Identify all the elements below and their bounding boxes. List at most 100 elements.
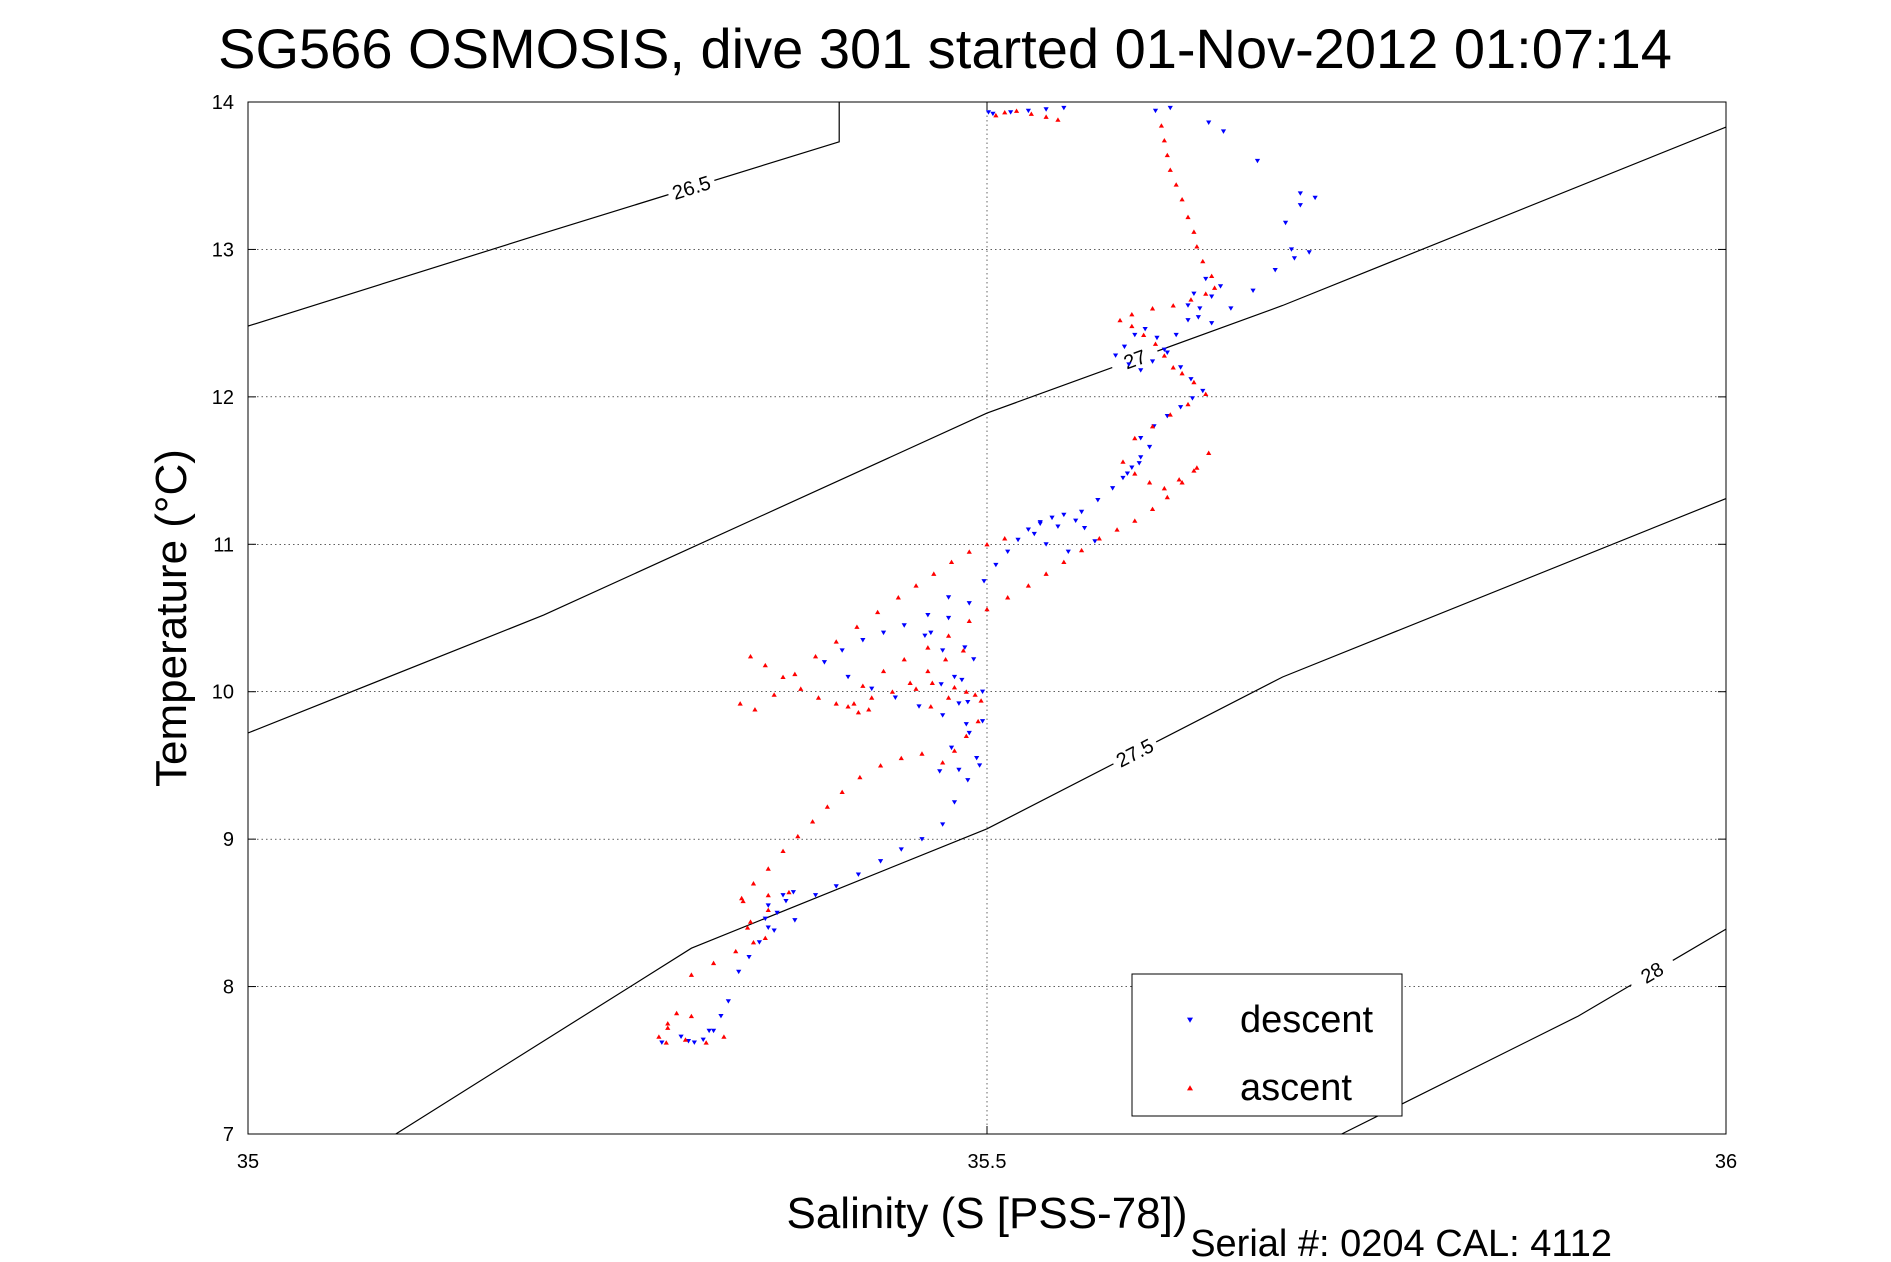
- descent-point: [725, 999, 731, 1004]
- ascent-point: [869, 695, 875, 700]
- ascent-point: [1149, 424, 1156, 429]
- ascent-point: [1164, 494, 1170, 500]
- ascent-point: [809, 819, 816, 824]
- legend-marker-ascent: [1187, 1085, 1193, 1091]
- descent-point: [966, 601, 972, 606]
- descent-point: [1061, 105, 1067, 111]
- series-descent: [659, 105, 1318, 1045]
- descent-point: [990, 111, 996, 117]
- ascent-point: [839, 789, 845, 795]
- ascent-point: [747, 653, 754, 659]
- descent-point: [959, 677, 965, 683]
- descent-point: [1200, 388, 1206, 394]
- ascent-point: [1061, 559, 1067, 565]
- contour-label-bg: [1625, 950, 1679, 996]
- ascent-point: [1025, 583, 1031, 588]
- descent-point: [1154, 335, 1160, 341]
- descent-point: [1149, 359, 1156, 364]
- descent-point: [945, 595, 952, 600]
- chart-title: SG566 OSMOSIS, dive 301 started 01-Nov-2…: [218, 17, 1672, 80]
- ascent-point: [688, 1013, 694, 1019]
- descent-point: [678, 1034, 684, 1040]
- descent-point: [700, 1037, 706, 1042]
- ascent-point: [688, 972, 694, 977]
- descent-point: [1112, 353, 1119, 358]
- ascent-point: [1028, 111, 1034, 116]
- ascent-point: [1203, 291, 1209, 296]
- ascent-point: [940, 760, 946, 765]
- descent-point: [792, 918, 798, 923]
- descent-point: [956, 767, 962, 773]
- ascent-point: [975, 718, 981, 724]
- descent-point: [1120, 475, 1126, 481]
- descent-point: [1282, 220, 1289, 226]
- serial-cal-footer: Serial #: 0204 CAL: 4112: [1190, 1223, 1612, 1262]
- ascent-point: [966, 618, 972, 624]
- ascent-point: [771, 692, 777, 697]
- descent-point: [945, 615, 952, 621]
- ascent-point: [744, 925, 751, 930]
- ascent-point: [1173, 182, 1179, 187]
- ascent-point: [851, 701, 857, 706]
- descent-point: [1132, 332, 1138, 338]
- descent-point: [1037, 521, 1043, 526]
- y-tick-label: 12: [212, 387, 234, 409]
- y-tick-label: 10: [212, 682, 234, 704]
- ascent-point: [1194, 465, 1200, 470]
- ascent-point: [833, 639, 839, 644]
- ascent-point: [798, 686, 804, 691]
- ascent-point: [1117, 317, 1123, 323]
- descent-point: [1306, 250, 1312, 255]
- descent-point: [925, 612, 931, 618]
- descent-point: [691, 1040, 697, 1045]
- ascent-point: [795, 833, 801, 839]
- descent-point: [966, 730, 972, 736]
- contour-label-bg: [1107, 731, 1162, 775]
- ascent-point: [1176, 477, 1182, 482]
- descent-point: [845, 674, 851, 680]
- descent-point: [765, 903, 771, 908]
- descent-point: [736, 969, 742, 975]
- ascent-point: [948, 559, 955, 565]
- ascent-point: [1129, 311, 1135, 317]
- ascent-point: [762, 662, 768, 668]
- ascent-point: [1161, 137, 1167, 143]
- ascent-point: [919, 751, 925, 756]
- ascent-point: [682, 1037, 689, 1042]
- ascent-point: [1132, 518, 1138, 523]
- descent-point: [1217, 284, 1224, 289]
- descent-point: [1203, 276, 1209, 282]
- descent-point: [1126, 362, 1132, 367]
- ascent-point: [960, 648, 966, 653]
- ascent-point: [945, 633, 952, 638]
- ascent-point: [963, 733, 969, 739]
- x-axis-label: Salinity (S [PSS-78]): [786, 1189, 1187, 1238]
- legend-marker-descent: [1187, 1017, 1193, 1023]
- descent-point: [928, 630, 934, 636]
- ascent-point: [786, 889, 792, 895]
- ascent-point: [963, 689, 969, 694]
- ascent-point: [1200, 258, 1206, 264]
- data-points: [656, 105, 1318, 1045]
- ascent-point: [1194, 244, 1200, 249]
- ascent-point: [928, 704, 934, 709]
- descent-point: [1146, 444, 1153, 450]
- ascent-point: [747, 919, 754, 924]
- descent-point: [1110, 486, 1116, 491]
- ascent-point: [1179, 480, 1185, 485]
- descent-point: [1043, 107, 1049, 112]
- descent-point: [1209, 321, 1215, 326]
- descent-point: [821, 660, 828, 665]
- descent-point: [812, 893, 819, 898]
- descent-point: [1136, 461, 1142, 466]
- descent-point: [710, 1028, 717, 1034]
- ascent-point: [740, 898, 746, 904]
- ascent-point: [966, 549, 972, 554]
- descent-point: [1185, 303, 1191, 308]
- descent-point: [985, 110, 992, 115]
- ascent-point: [1185, 401, 1191, 407]
- ascent-point: [1170, 303, 1176, 308]
- descent-point: [756, 940, 762, 945]
- y-tick-label: 14: [212, 92, 234, 114]
- descent-point: [855, 872, 862, 877]
